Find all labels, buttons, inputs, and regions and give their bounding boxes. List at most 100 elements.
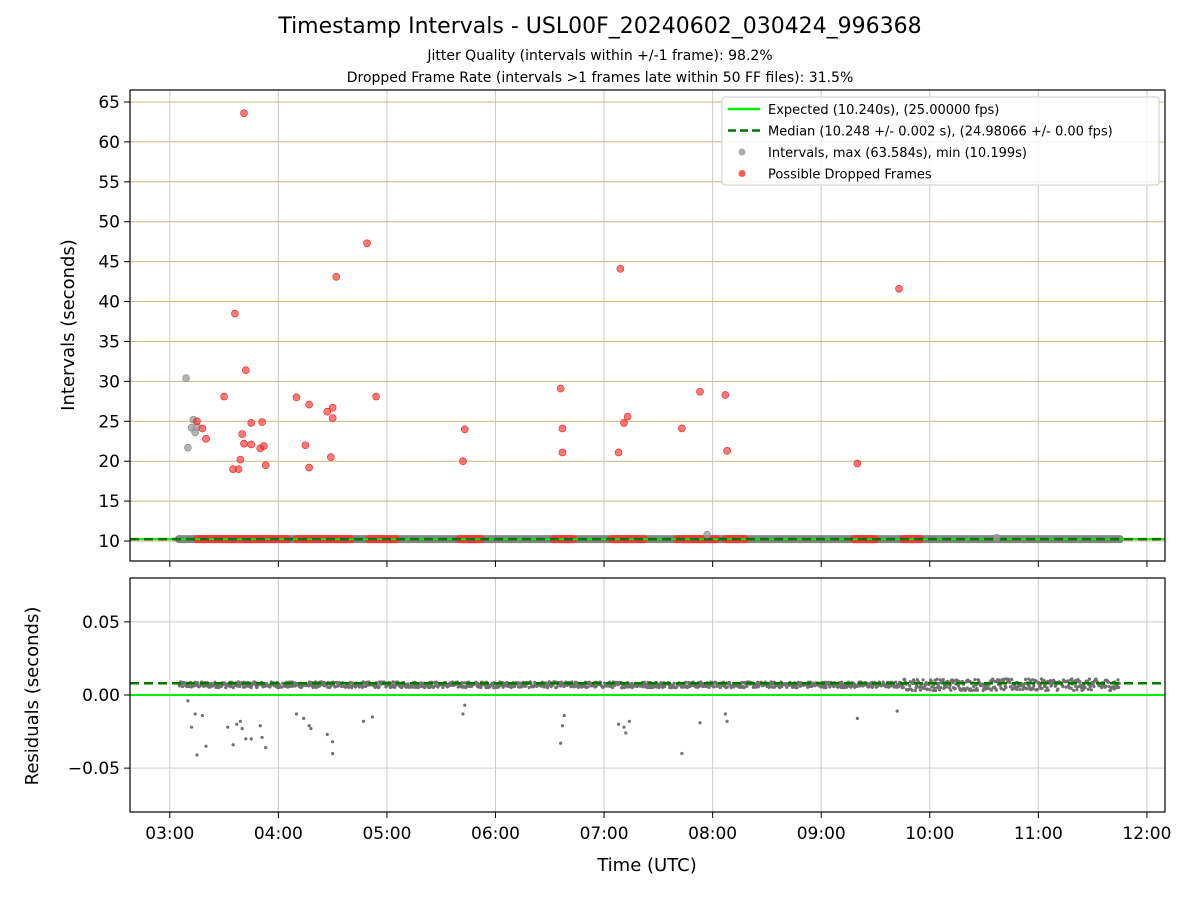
- residual-outlier-point: [895, 709, 899, 713]
- top-y-tick-label: 40: [98, 293, 120, 313]
- residual-dot: [542, 685, 546, 689]
- residual-outlier-point: [624, 731, 628, 735]
- residual-dot: [1010, 677, 1014, 682]
- residual-dot: [428, 685, 432, 689]
- dropped-frame-point: [327, 453, 335, 462]
- x-tick-label: 09:00: [797, 824, 846, 844]
- residual-dot: [657, 685, 661, 690]
- dropped-frame-point: [558, 448, 567, 457]
- residual-outlier-point: [463, 703, 467, 707]
- interval-point: [184, 443, 192, 452]
- residual-dot: [910, 688, 914, 692]
- dropped-frame-point: [292, 393, 301, 402]
- interval-point: [703, 530, 712, 539]
- top-plot-frame: [129, 89, 1166, 562]
- residual-dot: [1070, 677, 1074, 681]
- residual-outlier-point: [195, 753, 199, 757]
- dropped-frame-point: [620, 419, 628, 427]
- dropped-frame-point: [198, 424, 207, 433]
- top-y-tick-label: 45: [98, 253, 120, 273]
- residual-outlier-point: [616, 722, 621, 726]
- residual-dot: [1034, 679, 1038, 683]
- dropped-frame-point: [240, 439, 248, 448]
- residual-dot: [1086, 687, 1090, 691]
- dropped-frame-point: [721, 391, 730, 399]
- residual-dot: [181, 685, 185, 689]
- dropped-frame-point: [895, 284, 903, 293]
- bottom-plot-frame: [129, 577, 1166, 813]
- residual-dot: [999, 687, 1004, 691]
- residual-dot: [840, 680, 844, 684]
- residual-dot: [745, 684, 749, 688]
- x-tick-label: 07:00: [580, 824, 629, 844]
- residual-dot: [756, 685, 760, 689]
- residual-dot: [360, 685, 365, 690]
- residual-outlier-point: [307, 724, 311, 728]
- top-y-tick-label: 30: [98, 372, 120, 392]
- dropped-frame-point: [242, 366, 250, 375]
- residual-dot: [975, 688, 980, 692]
- x-tick-label: 06:00: [471, 824, 520, 844]
- dropped-frame-point: [231, 309, 239, 318]
- dropped-frame-point: [301, 441, 310, 450]
- legend-entry-3: Possible Dropped Frames: [768, 168, 932, 183]
- top-y-tick-label: 35: [98, 332, 120, 352]
- residual-dot: [1056, 687, 1060, 691]
- residual-dot: [196, 681, 200, 685]
- chart-title: Timestamp Intervals - USL00F_20240602_03…: [278, 14, 922, 39]
- residual-dot: [725, 685, 729, 689]
- residual-dot: [889, 684, 893, 688]
- intervals-y-axis-label: Intervals (seconds): [58, 239, 79, 411]
- residual-outlier-point: [302, 716, 306, 721]
- residual-dot: [921, 678, 925, 682]
- residual-dot: [340, 684, 344, 689]
- dropped-frame-point: [853, 459, 862, 468]
- dropped-frame-point: [236, 455, 245, 464]
- residual-dot: [913, 688, 917, 693]
- residual-dot: [224, 685, 228, 690]
- residual-outlier-point: [244, 737, 248, 741]
- bottom-y-tick-label: 0.00: [82, 686, 120, 706]
- residual-dot: [918, 685, 922, 689]
- residual-dot: [941, 677, 945, 682]
- residual-dot: [1117, 685, 1121, 690]
- residual-dot: [1032, 684, 1036, 688]
- residual-dot: [1072, 688, 1076, 692]
- top-y-tick-label: 25: [98, 412, 120, 432]
- residual-dot: [1027, 684, 1031, 689]
- residual-dot: [1008, 680, 1012, 685]
- residual-outlier-point: [260, 735, 264, 740]
- residual-dot: [1040, 687, 1044, 691]
- legend-box: [721, 96, 1160, 186]
- residual-dot: [918, 688, 923, 692]
- residual-dot: [768, 684, 772, 689]
- dropped-frame-point: [332, 273, 341, 281]
- residual-dot: [441, 685, 445, 690]
- residual-outlier-point: [235, 722, 239, 726]
- residual-dot: [973, 677, 977, 682]
- top-y-tick-label: 65: [98, 93, 120, 113]
- residual-outlier-point: [189, 725, 194, 729]
- residual-outlier-point: [258, 724, 262, 728]
- residual-dot: [1099, 685, 1104, 690]
- dropped-frame-point: [558, 424, 567, 433]
- residual-dot: [1104, 684, 1108, 688]
- residual-dot: [348, 680, 353, 684]
- top-y-tick-label: 55: [98, 173, 120, 193]
- bottom-y-tick-label: 0.05: [82, 613, 120, 633]
- x-tick-label: 08:00: [688, 824, 737, 844]
- residual-dot: [588, 681, 593, 685]
- residuals-y-axis-label: Residuals (seconds): [22, 607, 43, 786]
- residual-dot: [236, 680, 240, 684]
- residual-dot: [870, 685, 874, 689]
- residual-dot: [1044, 688, 1048, 693]
- residual-dot: [417, 684, 422, 689]
- residual-dot: [828, 685, 832, 689]
- dropped-frame-point: [459, 457, 467, 466]
- residual-dot: [1031, 686, 1035, 691]
- top-y-tick-label: 15: [98, 492, 120, 512]
- x-tick-label: 05:00: [362, 824, 411, 844]
- residual-dot: [336, 684, 341, 688]
- residual-dot: [1069, 686, 1073, 690]
- residual-dot: [952, 679, 956, 683]
